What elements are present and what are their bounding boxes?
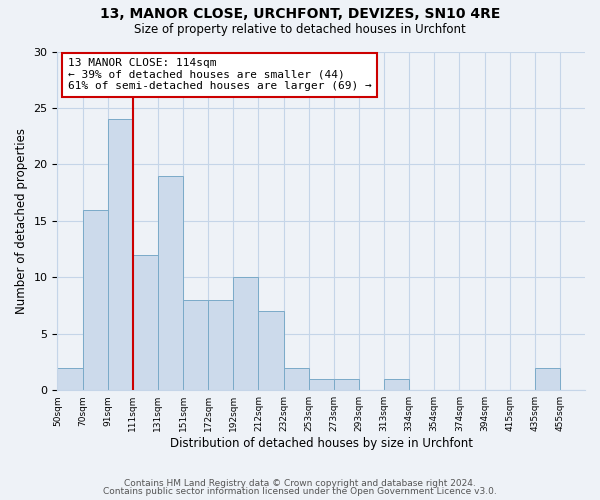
- Y-axis label: Number of detached properties: Number of detached properties: [15, 128, 28, 314]
- Text: 13 MANOR CLOSE: 114sqm
← 39% of detached houses are smaller (44)
61% of semi-det: 13 MANOR CLOSE: 114sqm ← 39% of detached…: [68, 58, 372, 92]
- Bar: [107, 119, 133, 390]
- Bar: [308, 379, 334, 390]
- Bar: [284, 368, 308, 390]
- Text: Contains HM Land Registry data © Crown copyright and database right 2024.: Contains HM Land Registry data © Crown c…: [124, 478, 476, 488]
- Text: Size of property relative to detached houses in Urchfont: Size of property relative to detached ho…: [134, 22, 466, 36]
- Bar: [133, 254, 158, 390]
- Bar: [334, 379, 359, 390]
- Bar: [535, 368, 560, 390]
- Bar: [83, 210, 107, 390]
- Bar: [208, 300, 233, 390]
- Text: 13, MANOR CLOSE, URCHFONT, DEVIZES, SN10 4RE: 13, MANOR CLOSE, URCHFONT, DEVIZES, SN10…: [100, 8, 500, 22]
- Bar: [384, 379, 409, 390]
- X-axis label: Distribution of detached houses by size in Urchfont: Distribution of detached houses by size …: [170, 437, 473, 450]
- Text: Contains public sector information licensed under the Open Government Licence v3: Contains public sector information licen…: [103, 487, 497, 496]
- Bar: [58, 368, 83, 390]
- Bar: [183, 300, 208, 390]
- Bar: [158, 176, 183, 390]
- Bar: [259, 311, 284, 390]
- Bar: [233, 278, 259, 390]
